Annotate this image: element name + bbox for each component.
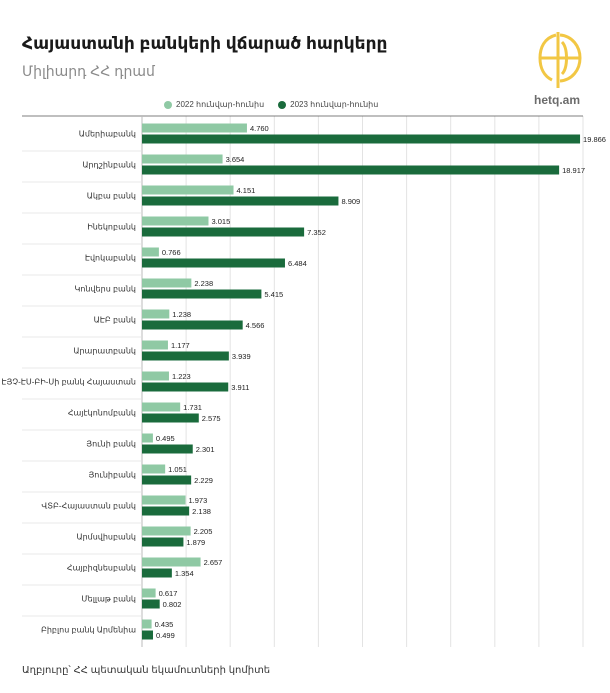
bar-2022 (142, 495, 186, 505)
data-label-2023: 2.301 (196, 445, 215, 454)
data-label-2023: 0.499 (156, 631, 175, 640)
data-label-2022: 1.238 (172, 310, 191, 319)
legend-swatch-2023 (278, 100, 287, 109)
bar-2022 (142, 588, 156, 598)
bar-2022 (142, 123, 247, 133)
bar-2022 (142, 433, 153, 443)
bar-2023 (142, 258, 285, 268)
legend-label-2023: 2023 հունվար-հունիս (290, 100, 379, 109)
bar-2023 (142, 289, 262, 299)
data-label-2022: 2.238 (194, 279, 213, 288)
bar-2023 (142, 444, 193, 454)
category-label: Արմսվիսբանկ (76, 533, 136, 542)
data-label-2023: 0.802 (163, 600, 182, 609)
data-label-2023: 5.415 (264, 290, 283, 299)
brand-label: hetq.am (534, 93, 581, 107)
chart-title: Հայաստանի բանկերի վճարած հարկերը (22, 34, 388, 53)
bar-2022 (142, 309, 170, 319)
category-label: Հայբիզնեսբանկ (67, 564, 136, 573)
bar-2022 (142, 154, 223, 164)
bar-2023 (142, 351, 229, 361)
data-label-2022: 4.760 (250, 124, 269, 133)
bar-2023 (142, 165, 560, 175)
category-label: Էվոկաբանկ (85, 254, 136, 263)
bar-2022 (142, 340, 168, 350)
category-label: Ինեկոբանկ (87, 223, 136, 232)
category-label: Մելլաթ բանկ (81, 595, 136, 604)
data-label-2023: 19.866 (583, 135, 606, 144)
bar-2023 (142, 382, 229, 392)
bar-2023 (142, 537, 184, 547)
data-label-2022: 1.731 (183, 403, 202, 412)
category-label: Կոնվերս բանկ (74, 285, 136, 294)
bar-2023 (142, 413, 199, 423)
data-label-2022: 0.495 (156, 434, 175, 443)
data-label-2023: 7.352 (307, 228, 326, 237)
bar-2022 (142, 278, 192, 288)
data-label-2023: 2.229 (194, 476, 213, 485)
category-label: ՎՏԲ-Հայաստան բանկ (41, 502, 136, 511)
category-label: Բիբլոս բանկ Արմենիա (41, 626, 136, 635)
bar-2023 (142, 227, 305, 237)
legend-swatch-2022 (164, 100, 172, 109)
bar-2023 (142, 630, 154, 640)
data-label-2022: 1.051 (168, 465, 187, 474)
data-label-2023: 3.939 (232, 352, 251, 361)
data-label-2022: 0.766 (162, 248, 181, 257)
bar-2023 (142, 320, 243, 330)
bar-2023 (142, 475, 192, 485)
data-label-2022: 4.151 (237, 186, 256, 195)
chart-subtitle: Միլիարդ ՀՀ դրամ (22, 63, 155, 79)
data-label-2023: 2.138 (192, 507, 211, 516)
data-label-2022: 3.015 (211, 217, 230, 226)
data-label-2022: 1.973 (189, 496, 208, 505)
data-label-2023: 8.909 (341, 197, 360, 206)
bar-2022 (142, 557, 201, 567)
data-label-2022: 1.223 (172, 372, 191, 381)
category-label: Հայէկոնոմբանկ (68, 409, 136, 418)
legend-item-2023: 2023 հունվար-հունիս (278, 100, 378, 109)
data-label-2022: 2.657 (204, 558, 223, 567)
bar-2022 (142, 619, 152, 629)
bar-2023 (142, 196, 339, 206)
category-label: Ամերիաբանկ (79, 130, 136, 139)
legend: 2022 հունվար-հունիս 2023 հունվար-հունիս (164, 100, 378, 109)
legend-label-2022: 2022 հունվար-հունիս (176, 100, 265, 109)
data-label-2022: 2.205 (194, 527, 213, 536)
bar-2022 (142, 216, 209, 226)
legend-item-2022: 2022 հունվար-հունիս (164, 100, 264, 109)
category-label: ԱԷԲ բանկ (94, 316, 136, 325)
category-label: Յունիբանկ (88, 471, 136, 480)
category-label: Ակբա բանկ (87, 192, 136, 201)
data-label-2023: 18.917 (562, 166, 585, 175)
data-label-2022: 0.435 (155, 620, 174, 629)
bar-2022 (142, 526, 191, 536)
data-label-2023: 4.566 (246, 321, 265, 330)
data-label-2023: 1.354 (175, 569, 194, 578)
hetq-logo-icon (538, 32, 582, 88)
bar-2022 (142, 371, 169, 381)
data-label-2023: 1.879 (186, 538, 205, 547)
bar-2023 (142, 134, 581, 144)
bar-2023 (142, 568, 172, 578)
data-label-2022: 1.177 (171, 341, 190, 350)
bar-2023 (142, 599, 160, 609)
category-label: Արարատբանկ (73, 347, 136, 356)
data-label-2023: 6.484 (288, 259, 307, 268)
bar-2022 (142, 464, 166, 474)
category-label: ԷՅՉ-ԷՍ-ԲԻ-Սի բանկ Հայաստան (1, 378, 136, 387)
data-label-2023: 2.575 (202, 414, 221, 423)
category-label: Արդշինբանկ (82, 161, 136, 170)
bar-2022 (142, 402, 181, 412)
category-label: Յունի բանկ (86, 440, 136, 449)
bar-2023 (142, 506, 190, 516)
data-label-2022: 3.654 (226, 155, 245, 164)
source-note: Աղբյուրը՝ ՀՀ պետական եկամուտների կոմիտե (22, 665, 271, 676)
data-label-2023: 3.911 (231, 383, 249, 392)
bar-2022 (142, 247, 159, 257)
bar-2022 (142, 185, 234, 195)
bar-chart: Ամերիաբանկ 4.760 19.866 Արդշինբանկ 3.654 18.9… (1, 115, 606, 647)
data-label-2022: 0.617 (159, 589, 178, 598)
